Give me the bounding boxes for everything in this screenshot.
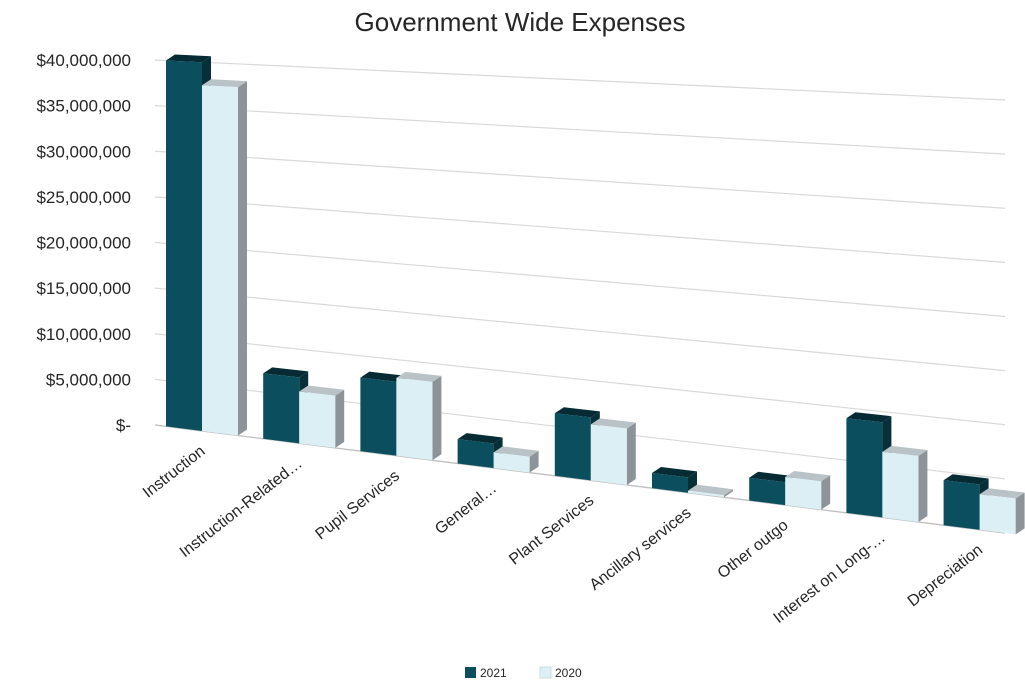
bar-top [979,488,1025,499]
bar-side [918,449,928,522]
bar-2020-1 [299,385,345,448]
bar-front [688,490,724,498]
bar-front [457,439,494,469]
bar-front [360,377,397,456]
bar-side [821,475,831,510]
bar-2020-6 [785,471,831,510]
category-label: Instruction [140,443,209,502]
chart-title: Government Wide Expenses [355,7,686,37]
bar-2020-2 [396,371,442,461]
bar-top [360,371,406,382]
bar-top [396,371,442,382]
bar-top [554,407,600,418]
y-tick-label: $15,000,000 [36,279,131,298]
bar-side [1015,492,1025,535]
bar-2020-8 [979,488,1025,535]
bar-front [882,451,919,522]
category-label: Plant Services [506,492,597,568]
legend-swatch-2020 [539,666,552,679]
bar-2020-0 [202,79,247,436]
bar-front [263,373,300,444]
y-tick-label: $35,000,000 [36,97,131,116]
bar-top [882,445,928,456]
bar-2021-5 [652,466,697,493]
bar-top [457,433,503,444]
gridline [154,196,1006,263]
category-label: General… [432,480,500,538]
y-tick-label: $25,000,000 [36,188,131,207]
bar-top [688,484,733,496]
y-tick-label: $5,000,000 [46,370,131,389]
bar-top [785,471,831,482]
legend-label-2020: 2020 [555,666,582,680]
bar-front [749,477,786,506]
bar-side [335,389,345,448]
y-tick-label: $30,000,000 [36,142,131,161]
bar-side [724,489,733,498]
y-tick-label: $20,000,000 [36,234,131,253]
bar-front [652,472,688,493]
legend-label-2021: 2021 [480,666,507,680]
bar-top [590,418,636,429]
bars [166,54,1025,535]
bar-top [263,367,309,378]
bar-front [166,60,202,431]
bar-front [202,85,238,436]
category-label: Depreciation [905,542,986,611]
bar-side [432,375,442,461]
bar-front [979,494,1016,535]
category-label: Pupil Services [313,467,403,543]
bar-2020-5 [688,484,733,498]
bar-side [626,422,636,485]
bar-top [749,471,795,483]
category-label: Interest on Long-… [770,529,888,627]
bar-top [652,466,697,478]
category-label: Ancillary services [587,504,695,593]
bar-side [238,81,247,436]
bar-front [396,377,433,461]
bar-top [166,54,211,63]
category-label: Other outgo [715,517,792,582]
legend: 2021 2020 [465,666,582,680]
y-tick-label: $10,000,000 [36,325,131,344]
bar-2020-4 [590,418,636,485]
bar-front [846,418,883,518]
gridline [154,150,1006,209]
gridline [154,333,1006,426]
y-tick-label: $40,000,000 [36,51,131,70]
bar-front [299,391,336,448]
bar-top [493,446,539,457]
x-axis-line [154,424,1006,534]
y-axis-ticks: $- $5,000,000 $10,000,000 $15,000,000 $20,00… [36,51,131,435]
legend-swatch-2021 [465,667,476,678]
gridline [154,59,1006,101]
bar-top [202,79,247,88]
y-tick-label: $- [116,416,131,435]
bar-side [529,450,539,473]
bar-front [785,477,822,510]
bar-top [299,385,345,396]
bar-2020-7 [882,445,928,522]
gridline [154,287,1006,372]
bar-front [590,424,627,485]
gridline [154,105,1006,155]
bar-front [554,413,591,481]
bar-2020-3 [493,446,539,473]
bar-front [943,480,980,530]
category-label: Instruction-Related… [177,455,306,561]
bar-top [943,474,989,485]
gridline [154,241,1006,318]
bar-top [846,412,892,423]
bar-front [493,452,530,473]
